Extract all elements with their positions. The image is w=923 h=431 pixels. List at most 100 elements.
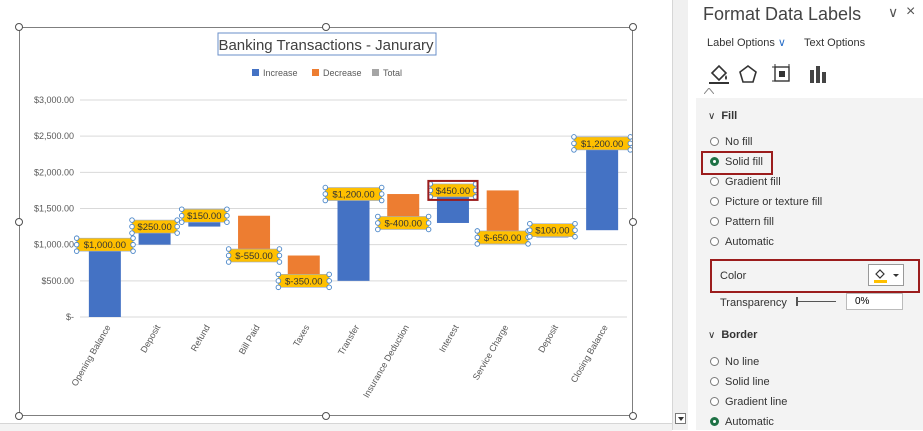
close-icon[interactable]: × — [906, 3, 916, 20]
horizontal-scrollbar[interactable] — [0, 423, 672, 431]
border-option-solid-line[interactable]: Solid line — [710, 376, 770, 388]
border-section-header[interactable]: ∨ Border — [708, 329, 757, 341]
data-label-handle — [276, 246, 283, 252]
data-label-handle — [525, 241, 531, 247]
border-option-automatic[interactable]: Automatic — [710, 416, 774, 428]
scroll-down-icon[interactable] — [675, 413, 686, 424]
data-label-handle — [130, 248, 136, 254]
option-label: Automatic — [725, 416, 774, 428]
solid-fill-highlight — [701, 151, 773, 175]
radio-gradient-fill[interactable] — [710, 176, 719, 186]
size-properties-icon[interactable] — [770, 62, 794, 86]
effects-icon[interactable] — [736, 62, 760, 86]
radio-automatic-line[interactable] — [710, 416, 719, 426]
data-label-handle — [178, 219, 185, 225]
option-label: No line — [725, 356, 760, 368]
x-tick-label: Opening Balance — [69, 323, 112, 388]
pane-title: Format Data Labels — [703, 4, 862, 24]
fill-option-solid-fill[interactable]: Solid fill — [710, 156, 763, 168]
y-tick-label: $3,000.00 — [34, 95, 74, 105]
vertical-scrollbar[interactable] — [672, 0, 688, 430]
transparency-input[interactable]: 0% — [846, 293, 903, 310]
waterfall-chart[interactable]: Banking Transactions - Janurary Increase D… — [20, 28, 632, 415]
data-label-handle — [375, 220, 381, 226]
x-tick-label: Interest — [437, 323, 461, 354]
border-option-no-line[interactable]: No line — [710, 356, 759, 368]
data-label-handle — [322, 197, 329, 204]
x-tick-label: Closing Balance — [569, 323, 610, 384]
resize-handle-l[interactable] — [15, 218, 23, 226]
transparency-label: Transparency — [720, 297, 787, 309]
x-tick-label: Deposit — [536, 323, 560, 355]
color-picker-button[interactable] — [868, 264, 904, 286]
radio-no-line[interactable] — [710, 356, 719, 366]
chart-title: Banking Transactions - Janurary — [218, 37, 434, 54]
legend-item: Total — [383, 68, 402, 78]
fill-option-pattern[interactable]: Pattern fill — [710, 216, 774, 228]
data-label-handle — [527, 233, 533, 240]
data-label: $-650.00 — [484, 233, 522, 244]
resize-handle-bl[interactable] — [15, 412, 23, 420]
radio-solid-fill[interactable] — [710, 156, 719, 166]
option-label: Gradient line — [725, 396, 788, 408]
tab-label-options[interactable]: Label Options — [707, 37, 775, 49]
x-tick-label: Insurance Deduction — [361, 323, 411, 400]
data-label-handle — [73, 248, 80, 254]
data-label-handle — [571, 140, 577, 147]
data-label-handle — [224, 206, 230, 212]
fill-line-icon[interactable] — [707, 62, 731, 86]
option-label: Picture or texture fill — [725, 196, 823, 208]
data-label-handle — [474, 241, 481, 247]
border-section-label: Border — [721, 329, 758, 341]
data-label-handle — [275, 278, 282, 284]
resize-handle-t[interactable] — [322, 23, 330, 31]
data-label: $1,200.00 — [581, 139, 623, 150]
data-label-handle — [378, 191, 385, 197]
radio-pattern-fill[interactable] — [710, 216, 719, 226]
tab-text-options[interactable]: Text Options — [803, 37, 866, 49]
legend-swatch — [312, 69, 319, 76]
legend-swatch — [252, 69, 259, 76]
active-tab-indicator — [704, 88, 714, 94]
collapse-icon[interactable]: ∨ — [708, 330, 716, 341]
radio-gradient-line[interactable] — [710, 396, 719, 406]
data-label-handle — [174, 217, 180, 223]
resize-handle-tr[interactable] — [629, 23, 637, 31]
chart-frame[interactable]: Banking Transactions - Janurary Increase D… — [19, 27, 633, 416]
data-label-handle — [378, 197, 385, 204]
data-label-handle — [474, 234, 481, 241]
label-options-icon[interactable] — [807, 62, 831, 86]
data-label-handle — [474, 228, 481, 234]
transparency-slider[interactable] — [796, 297, 836, 306]
resize-handle-tl[interactable] — [15, 23, 23, 31]
resize-handle-br[interactable] — [629, 412, 637, 420]
data-label-handle — [224, 212, 230, 219]
option-label: Automatic — [725, 236, 774, 248]
data-label-handle — [276, 259, 283, 265]
fill-option-automatic[interactable]: Automatic — [710, 236, 774, 248]
fill-option-no-fill[interactable]: No fill — [710, 136, 753, 148]
selected-label-highlight — [427, 179, 479, 201]
resize-handle-b[interactable] — [322, 412, 330, 420]
collapse-icon[interactable]: ∨ — [708, 111, 716, 122]
chevron-down-icon[interactable]: ∨ — [888, 4, 899, 20]
radio-automatic-fill[interactable] — [710, 236, 719, 246]
border-option-gradient-line[interactable]: Gradient line — [710, 396, 787, 408]
radio-solid-line[interactable] — [710, 376, 719, 386]
data-label-handle — [178, 212, 185, 219]
data-label-handle — [627, 147, 632, 153]
data-label-handle — [73, 235, 80, 241]
fill-option-picture[interactable]: Picture or texture fill — [710, 196, 822, 208]
option-label: No fill — [725, 136, 753, 148]
resize-handle-r[interactable] — [629, 218, 637, 226]
fill-option-gradient-fill[interactable]: Gradient fill — [710, 176, 781, 188]
radio-picture-fill[interactable] — [710, 196, 719, 206]
option-label: Gradient fill — [725, 176, 781, 188]
y-tick-label: $1,000.00 — [34, 240, 74, 250]
data-label-handle — [326, 284, 332, 291]
data-label-handle — [627, 134, 632, 140]
chevron-down-icon[interactable]: ∨ — [777, 37, 786, 49]
data-label-handle — [571, 147, 577, 153]
fill-section-header[interactable]: ∨ Fill — [708, 110, 737, 122]
radio-no-fill[interactable] — [710, 136, 719, 146]
